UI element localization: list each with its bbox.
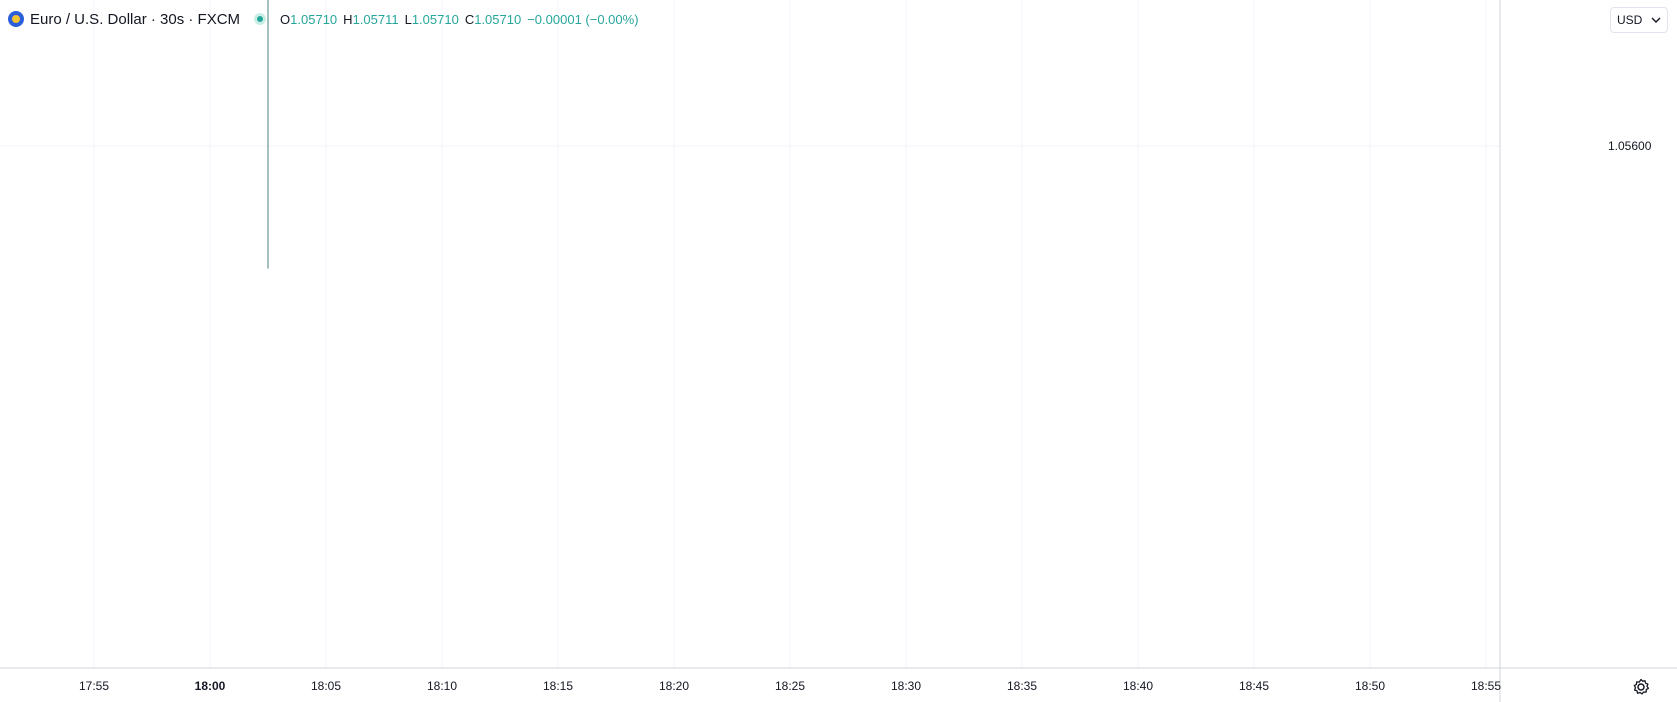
low-label: L	[404, 11, 412, 27]
time-tick-label: 18:30	[891, 679, 921, 693]
time-tick-label: 18:40	[1123, 679, 1153, 693]
symbol-name[interactable]: Euro / U.S. Dollar · 30s · FXCM	[30, 10, 241, 28]
candle	[267, 0, 269, 269]
chevron-down-icon	[1651, 17, 1661, 23]
time-tick-label: 18:15	[543, 679, 573, 693]
gear-icon	[1633, 678, 1650, 695]
close-label: C	[464, 11, 475, 27]
time-tick-label: 18:20	[659, 679, 689, 693]
open-value: 1.05710	[290, 11, 338, 27]
time-tick-label: 18:05	[311, 679, 341, 693]
price-tick-label: 1.05600	[1608, 139, 1652, 153]
symbol-logo-icon	[8, 11, 24, 27]
market-status-icon	[254, 13, 267, 25]
low-value: 1.05710	[411, 11, 459, 27]
time-tick-label: 18:50	[1355, 679, 1385, 693]
close-value: 1.05710	[474, 11, 522, 27]
time-tick-label: 18:35	[1007, 679, 1037, 693]
time-tick-label: 17:55	[79, 679, 109, 693]
settings-button[interactable]	[1630, 676, 1652, 698]
time-tick-label: 18:00	[195, 679, 226, 693]
open-label: O	[280, 11, 291, 27]
time-tick-label: 18:25	[775, 679, 805, 693]
change-value: −0.00001 (−0.00%)	[527, 11, 639, 27]
currency-label: USD	[1617, 13, 1643, 27]
time-tick-label: 18:55	[1471, 679, 1501, 693]
symbol-legend: Euro / U.S. Dollar · 30s · FXCM O 1.05710…	[8, 8, 645, 30]
high-value: 1.05711	[352, 11, 399, 27]
time-tick-label: 18:10	[427, 679, 457, 693]
currency-selector[interactable]: USD	[1610, 7, 1668, 33]
high-label: H	[343, 11, 353, 27]
time-tick-label: 18:45	[1239, 679, 1269, 693]
